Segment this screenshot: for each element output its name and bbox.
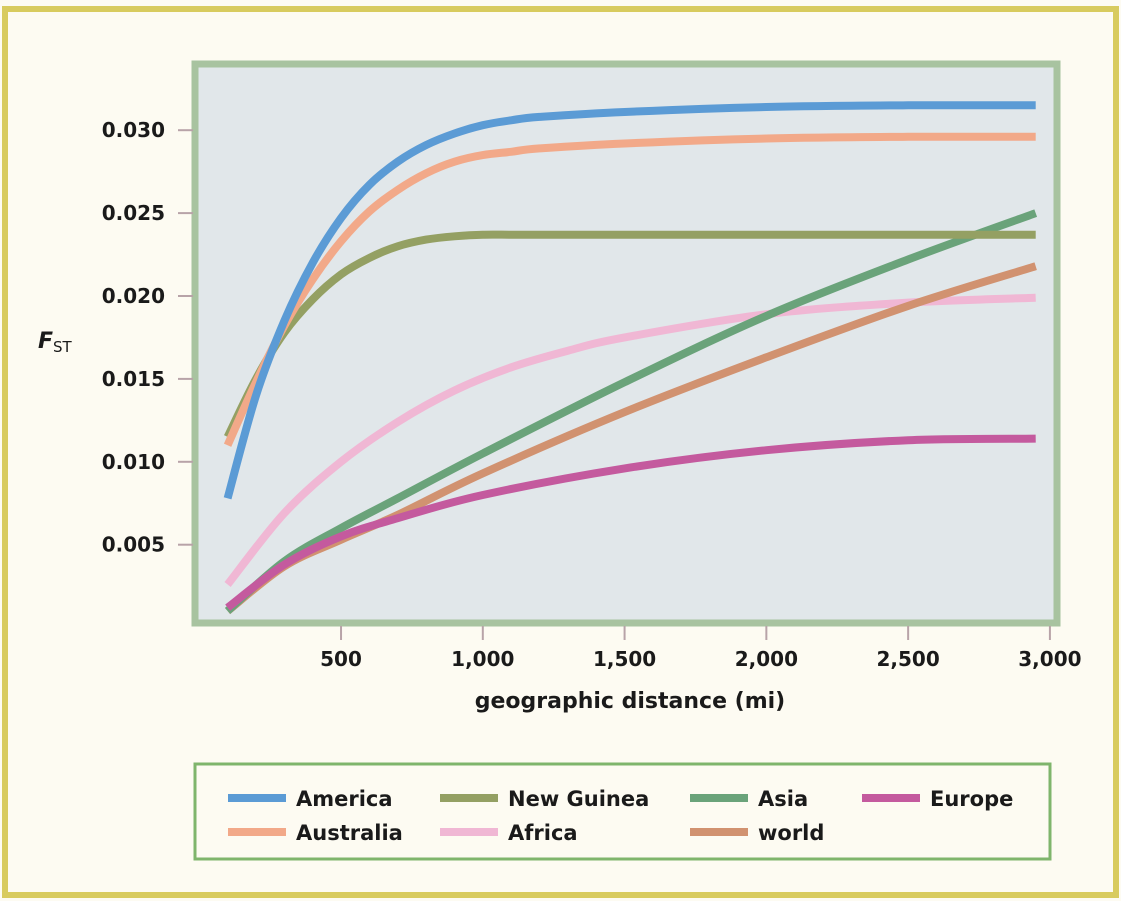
legend-label-africa: Africa	[508, 821, 578, 845]
y-tick-label: 0.015	[102, 367, 165, 391]
x-tick-label: 3,000	[1018, 647, 1081, 671]
series-line-africa	[224, 293, 1036, 587]
legend-label-europe: Europe	[930, 787, 1013, 811]
legend-label-australia: Australia	[296, 821, 403, 845]
x-tick-label: 2,000	[735, 647, 798, 671]
y-tick-label: 0.025	[102, 201, 165, 225]
series-line-america	[223, 101, 1036, 500]
x-tick-label: 2,500	[877, 647, 940, 671]
outer-frame	[2, 6, 1119, 898]
x-axis-title: geographic distance (mi)	[475, 689, 785, 714]
series-line-new-guinea	[224, 230, 1036, 439]
x-tick-label: 1,500	[593, 647, 656, 671]
y-axis-title-main: F	[38, 329, 53, 354]
y-axis: 0.005 0.010 0.015 0.020 0.025 0.030	[102, 118, 193, 557]
x-axis: 500 1,000 1,500 2,000 2,500 3,000	[320, 626, 1082, 671]
x-tick-label: 500	[320, 647, 362, 671]
legend-label-asia: Asia	[758, 787, 808, 811]
x-tick-label: 1,000	[451, 647, 514, 671]
series-line-asia	[224, 209, 1038, 615]
y-axis-title-sub: ST	[53, 338, 73, 356]
y-tick-label: 0.030	[102, 118, 165, 142]
legend-label-new-guinea: New Guinea	[508, 787, 649, 811]
legend: America New Guinea Asia Europe Australia Afri…	[228, 787, 1013, 845]
y-tick-label: 0.010	[102, 450, 165, 474]
series-line-europe	[225, 434, 1036, 611]
series-lines	[223, 101, 1038, 615]
y-tick-label: 0.020	[102, 284, 165, 308]
legend-box	[193, 762, 1052, 861]
legend-label-world: world	[758, 821, 824, 845]
series-line-australia	[223, 132, 1036, 447]
y-tick-label: 0.005	[102, 533, 165, 557]
y-axis-title: FST	[38, 329, 73, 356]
legend-label-america: America	[296, 787, 393, 811]
